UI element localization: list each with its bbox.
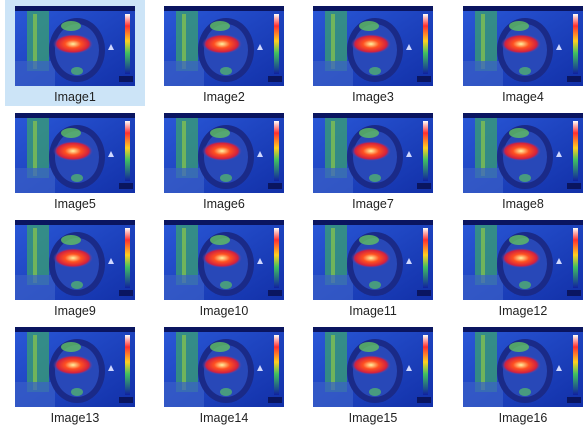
file-name: Image4 bbox=[453, 90, 587, 104]
file-item[interactable]: Image4 bbox=[453, 0, 587, 106]
file-name: Image8 bbox=[453, 197, 587, 211]
file-item[interactable]: Image15 bbox=[303, 321, 443, 427]
thumbnail bbox=[15, 327, 135, 407]
file-name: Image13 bbox=[5, 411, 145, 425]
file-item[interactable]: Image12 bbox=[453, 214, 587, 320]
file-name: Image11 bbox=[303, 304, 443, 318]
thumbnail bbox=[164, 220, 284, 300]
thumbnail bbox=[463, 6, 583, 86]
file-item[interactable]: Image11 bbox=[303, 214, 443, 320]
file-name: Image7 bbox=[303, 197, 443, 211]
thumbnail bbox=[463, 220, 583, 300]
thumbnail bbox=[463, 113, 583, 193]
file-browser: {"items": [ {"label": "Image1", "selecte… bbox=[0, 0, 587, 429]
file-item[interactable]: Image16 bbox=[453, 321, 587, 427]
thumbnail bbox=[313, 113, 433, 193]
file-name: Image15 bbox=[303, 411, 443, 425]
file-item[interactable]: Image5 bbox=[5, 107, 145, 213]
thumbnail bbox=[313, 220, 433, 300]
thumbnail bbox=[164, 6, 284, 86]
file-name: Image2 bbox=[154, 90, 294, 104]
thumbnail bbox=[164, 113, 284, 193]
thumbnail bbox=[463, 327, 583, 407]
file-name: Image14 bbox=[154, 411, 294, 425]
file-item[interactable]: Image8 bbox=[453, 107, 587, 213]
file-item[interactable]: Image3 bbox=[303, 0, 443, 106]
thumbnail bbox=[313, 6, 433, 86]
file-name: Image5 bbox=[5, 197, 145, 211]
file-item[interactable]: Image14 bbox=[154, 321, 294, 427]
thumbnail bbox=[313, 327, 433, 407]
thumbnail bbox=[15, 6, 135, 86]
file-name: Image10 bbox=[154, 304, 294, 318]
thumbnail bbox=[15, 113, 135, 193]
file-name: Image3 bbox=[303, 90, 443, 104]
file-item[interactable]: Image9 bbox=[5, 214, 145, 320]
file-name: Image12 bbox=[453, 304, 587, 318]
file-name: Image6 bbox=[154, 197, 294, 211]
file-name: Image1 bbox=[5, 90, 145, 104]
file-name: Image9 bbox=[5, 304, 145, 318]
file-item[interactable]: Image2 bbox=[154, 0, 294, 106]
file-name: Image16 bbox=[453, 411, 587, 425]
file-item[interactable]: Image7 bbox=[303, 107, 443, 213]
file-item[interactable]: Image10 bbox=[154, 214, 294, 320]
thumbnail bbox=[164, 327, 284, 407]
file-item[interactable]: Image13 bbox=[5, 321, 145, 427]
thumbnail bbox=[15, 220, 135, 300]
file-item[interactable]: Image6 bbox=[154, 107, 294, 213]
file-item[interactable]: Image1 bbox=[5, 0, 145, 106]
